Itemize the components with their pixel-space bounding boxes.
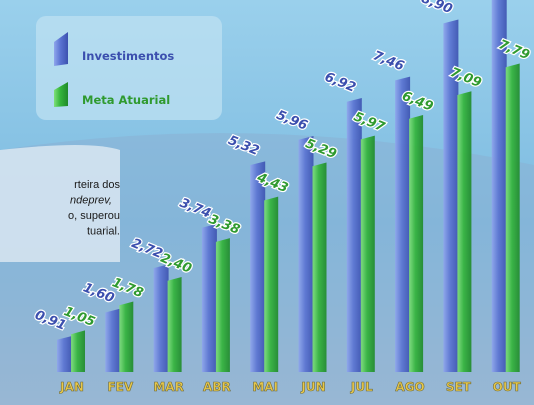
legend-label-meta-atuarial: Meta Atuarial <box>82 93 170 107</box>
legend-item-meta-atuarial: Meta Atuarial <box>54 82 170 107</box>
bar-meta-atuarial-mai <box>264 196 279 372</box>
x-tick-mai: MAI <box>252 380 278 394</box>
x-tick-abr: ABR <box>203 380 231 394</box>
bar-investimentos-jan <box>57 335 72 372</box>
legend-box <box>36 16 222 120</box>
x-tick-jun: JUN <box>300 380 325 394</box>
bar-meta-atuarial-jun <box>312 162 327 372</box>
bar-meta-atuarial-abr <box>215 238 230 372</box>
legend-item-investimentos: Investimentos <box>54 32 174 66</box>
bar-meta-atuarial-fev <box>119 301 134 372</box>
x-tick-ago: AGO <box>395 380 424 394</box>
bar-meta-atuarial-ago <box>409 114 424 372</box>
x-tick-set: SET <box>446 380 472 394</box>
bars <box>57 0 520 373</box>
bar-investimentos-ago <box>395 76 411 373</box>
bar-meta-atuarial-jul <box>360 135 375 372</box>
legend-swatch-investimentos <box>54 32 68 66</box>
bar-investimentos-jun <box>298 135 314 372</box>
bar-investimentos-mar <box>153 264 169 372</box>
legend-label-investimentos: Investimentos <box>82 49 174 63</box>
note-line: o, superou <box>68 210 120 222</box>
x-axis-ticks: JAN FEV MAR ABR MAI JUN JUL AGO SET OUT <box>59 380 522 395</box>
x-tick-fev: FEV <box>107 380 133 394</box>
bar-investimentos-out <box>491 0 507 372</box>
bar-investimentos-abr <box>201 223 217 372</box>
bar-meta-atuarial-mar <box>167 276 182 372</box>
note-panel <box>0 145 120 262</box>
bar-meta-atuarial-out <box>505 63 520 373</box>
note-text: rteira dos ndeprev, o, superou tuarial. <box>68 179 120 238</box>
legend: Investimentos Meta Atuarial <box>36 16 222 120</box>
bar-meta-atuarial-set <box>457 91 472 373</box>
x-tick-jan: JAN <box>59 380 84 394</box>
bar-investimentos-jul <box>346 97 362 372</box>
note-line: tuarial. <box>87 226 120 238</box>
legend-swatch-meta-atuarial <box>54 82 68 107</box>
x-tick-out: OUT <box>493 380 522 394</box>
note-line: ndeprev, <box>70 195 112 207</box>
x-tick-mar: MAR <box>153 380 183 394</box>
bar-investimentos-fev <box>105 308 121 372</box>
note-line: rteira dos <box>74 179 120 191</box>
bar-meta-atuarial-jan <box>71 330 85 372</box>
bar-investimentos-set <box>443 19 459 373</box>
x-tick-jul: JUL <box>350 380 373 394</box>
bar-investimentos-mai <box>250 161 266 372</box>
